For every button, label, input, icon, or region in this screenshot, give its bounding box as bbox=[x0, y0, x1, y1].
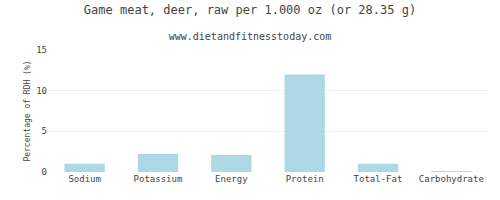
svg-text:Potassium: Potassium bbox=[134, 174, 183, 184]
svg-text:Protein: Protein bbox=[286, 174, 324, 184]
svg-text:www.dietandfitnesstoday.com: www.dietandfitnesstoday.com bbox=[169, 31, 332, 42]
svg-text:Carbohydrate: Carbohydrate bbox=[419, 174, 484, 184]
svg-text:Percentage of RDH (%): Percentage of RDH (%) bbox=[23, 60, 32, 161]
svg-text:10: 10 bbox=[36, 86, 47, 96]
svg-text:0: 0 bbox=[42, 167, 47, 177]
svg-text:Total-Fat: Total-Fat bbox=[354, 174, 403, 184]
svg-text:Energy: Energy bbox=[215, 174, 248, 184]
svg-text:15: 15 bbox=[36, 45, 47, 55]
svg-text:Game meat, deer, raw per 1.000: Game meat, deer, raw per 1.000 oz (or 28… bbox=[84, 3, 416, 17]
svg-text:5: 5 bbox=[42, 126, 47, 136]
svg-text:Sodium: Sodium bbox=[68, 174, 101, 184]
